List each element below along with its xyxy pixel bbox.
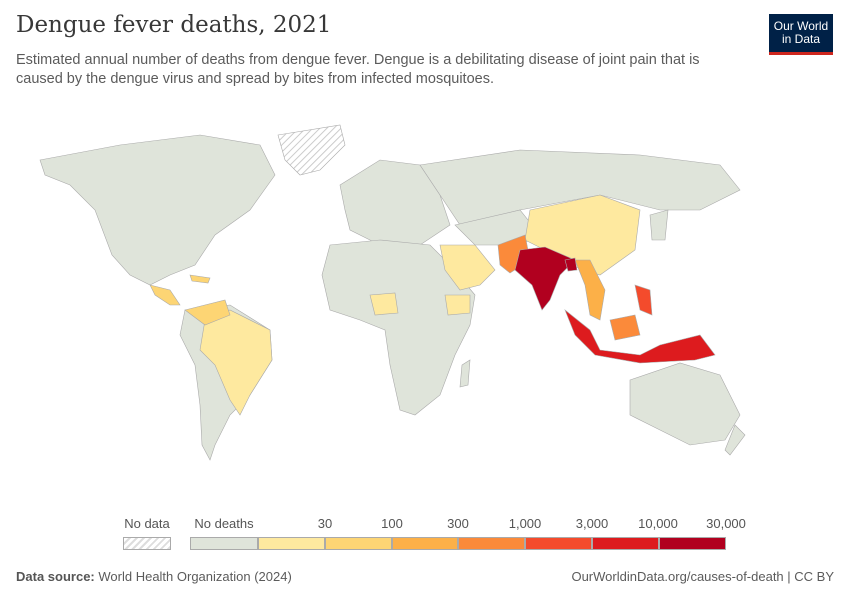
legend-swatch[interactable]: [392, 537, 458, 550]
philippines[interactable]: [634, 284, 653, 316]
greenland[interactable]: [277, 124, 346, 176]
legend-no-data-label: No data: [124, 516, 170, 531]
nigeria[interactable]: [369, 292, 399, 316]
madagascar[interactable]: [459, 359, 471, 388]
legend-swatch[interactable]: [592, 537, 659, 550]
caribbean[interactable]: [189, 274, 211, 284]
bangladesh[interactable]: [564, 257, 578, 272]
page-title: Dengue fever deaths, 2021: [16, 12, 332, 38]
legend-swatch[interactable]: [325, 537, 392, 550]
map-legend: No data No deaths 30 100 300 1,000 3,000…: [0, 516, 850, 556]
legend-swatch[interactable]: [190, 537, 258, 550]
legend-swatch[interactable]: [659, 537, 726, 550]
legend-label: 100: [381, 516, 403, 531]
russia-asia[interactable]: [419, 149, 741, 226]
legend-label: 3,000: [575, 516, 609, 531]
legend-label: 1,000: [508, 516, 542, 531]
legend-swatch[interactable]: [258, 537, 325, 550]
source-label: Data source:: [16, 569, 95, 584]
ethiopia[interactable]: [444, 294, 471, 316]
australia[interactable]: [629, 362, 741, 446]
north-america[interactable]: [39, 134, 276, 286]
europe[interactable]: [339, 159, 451, 246]
data-source: Data source: World Health Organization (…: [16, 569, 292, 584]
subtitle: Estimated annual number of deaths from d…: [16, 52, 700, 87]
footer-url[interactable]: OurWorldinData.org/causes-of-death | CC …: [571, 569, 834, 584]
legend-label: 30: [317, 516, 333, 531]
malaysia-borneo[interactable]: [609, 314, 641, 341]
legend-label: 30,000: [706, 516, 746, 531]
venezuela-colombia[interactable]: [184, 299, 231, 326]
japan-korea[interactable]: [649, 209, 669, 241]
indonesia[interactable]: [564, 309, 716, 364]
new-zealand[interactable]: [724, 424, 746, 456]
legend-swatch[interactable]: [458, 537, 525, 550]
india[interactable]: [514, 246, 576, 311]
legend-label: No deaths: [194, 516, 254, 531]
owid-logo[interactable]: Our World in Data: [769, 14, 833, 55]
africa[interactable]: [321, 239, 476, 416]
legend-label: 10,000: [638, 516, 678, 531]
world-map[interactable]: [0, 115, 850, 510]
legend-swatch[interactable]: [525, 537, 592, 550]
source-text: World Health Organization (2024): [98, 569, 292, 584]
legend-label: 300: [447, 516, 469, 531]
central-america[interactable]: [149, 284, 181, 306]
myanmar-thailand[interactable]: [574, 259, 606, 321]
brazil[interactable]: [199, 309, 273, 416]
legend-no-data-swatch[interactable]: [123, 537, 171, 550]
